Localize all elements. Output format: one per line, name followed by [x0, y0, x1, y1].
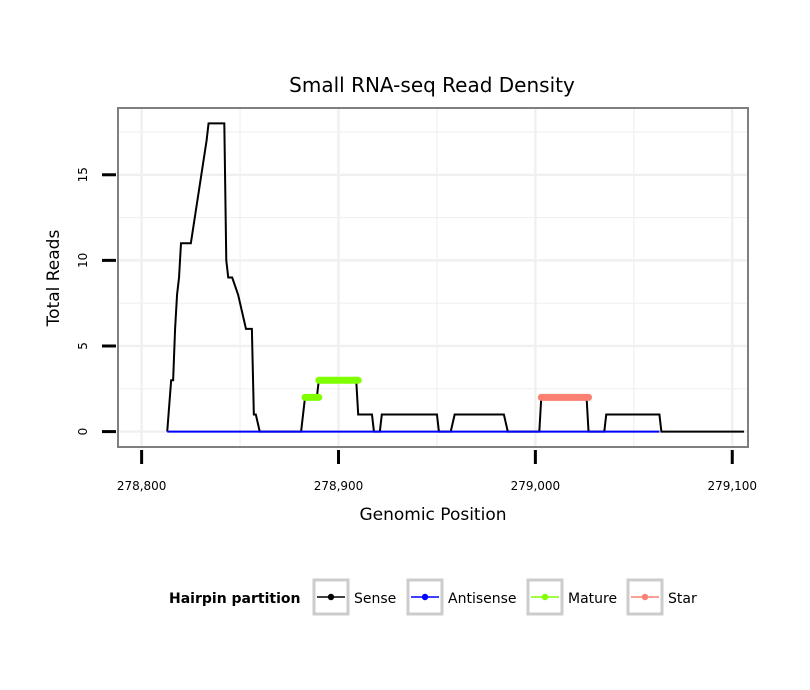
legend: Hairpin partition Sense Antisense Mature St…: [169, 578, 697, 616]
x-tick-label: 279,000: [511, 479, 561, 493]
x-tick-label: 278,900: [314, 479, 364, 493]
y-axis: 0 5 10 15: [76, 167, 116, 435]
y-tick-label: 5: [76, 342, 90, 350]
legend-key-dot: [541, 593, 549, 601]
legend-key-dot: [641, 593, 649, 601]
legend-key-box: [526, 578, 564, 616]
legend-label-antisense: Antisense: [448, 591, 517, 607]
plot-layer: [117, 107, 749, 448]
plot-border: [117, 107, 749, 448]
y-axis-title: Total Reads: [44, 230, 64, 328]
legend-item-mature: Mature: [526, 578, 617, 616]
data-series: [166, 122, 745, 433]
plot-panel: [118, 108, 748, 447]
legend-title: Hairpin partition: [169, 591, 300, 607]
x-tick-label: 279,100: [707, 479, 757, 493]
legend-label-mature: Mature: [568, 591, 617, 607]
legend-item-antisense: Antisense: [406, 578, 517, 616]
legend-item-sense: Sense: [312, 578, 396, 616]
x-axis: 278,800 278,900 279,000 279,100: [117, 450, 757, 493]
legend-item-star: Star: [626, 578, 697, 616]
gridlines: [118, 108, 748, 447]
legend-key-dot: [327, 593, 335, 601]
y-tick-label: 10: [76, 253, 90, 268]
legend-entries: Sense Antisense Mature Star: [312, 578, 697, 616]
chart-title: Small RNA-seq Read Density: [289, 73, 575, 97]
y-tick-label: 15: [76, 167, 90, 182]
legend-label-star: Star: [668, 591, 697, 607]
x-axis-title: Genomic Position: [359, 505, 506, 525]
x-tick-label: 278,800: [117, 479, 167, 493]
y-tick-label: 0: [76, 428, 90, 436]
legend-label-sense: Sense: [354, 591, 396, 607]
legend-key-dot: [421, 593, 429, 601]
